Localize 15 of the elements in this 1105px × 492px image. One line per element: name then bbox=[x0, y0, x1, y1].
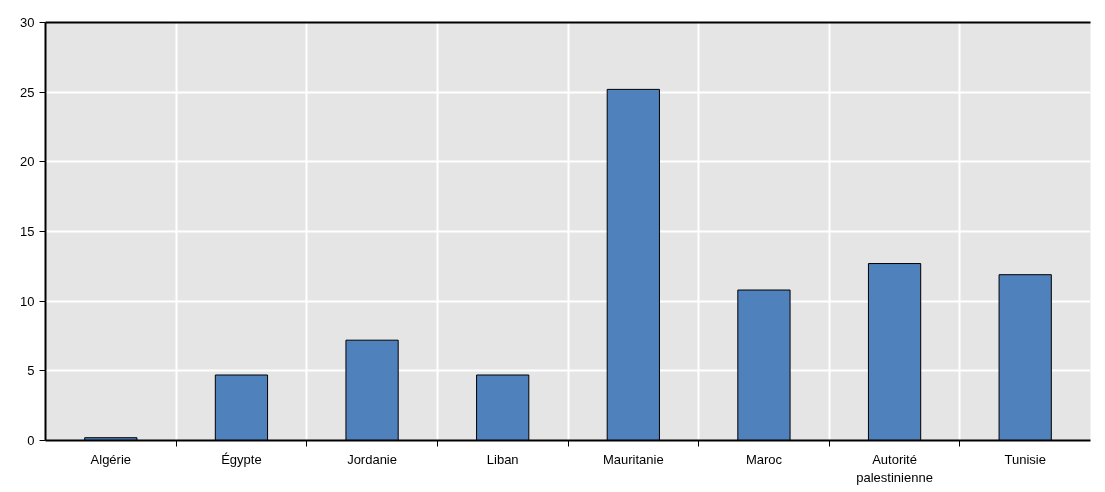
y-tick-label: 30 bbox=[20, 15, 35, 30]
x-tick-label: Mauritanie bbox=[602, 451, 664, 467]
y-tick-label: 20 bbox=[20, 154, 35, 170]
y-tick-label: 25 bbox=[20, 84, 35, 100]
x-tick-label: Autorité palestinienne bbox=[856, 451, 933, 485]
x-tick-label: Tunisie bbox=[1004, 451, 1046, 467]
x-tick-label: Jordanie bbox=[347, 451, 397, 467]
y-tick-label: 0 bbox=[27, 433, 35, 448]
y-tick-label: 10 bbox=[20, 293, 35, 309]
y-tick-label: 5 bbox=[27, 363, 35, 379]
x-tick-label: Algérie bbox=[90, 451, 132, 467]
y-tick-label: 15 bbox=[20, 224, 35, 239]
x-tick-label: Maroc bbox=[745, 451, 783, 467]
x-tick-label: Liban bbox=[486, 451, 519, 467]
x-tick-label: Égypte bbox=[221, 451, 262, 467]
